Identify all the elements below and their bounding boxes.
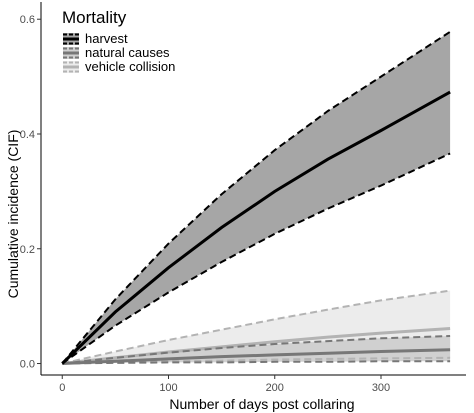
lower-ci-harvest <box>61 152 451 365</box>
y-axis-label: Cumulative incidence (CIF) <box>5 130 21 299</box>
legend-label-vehicle-collision: vehicle collision <box>85 59 175 74</box>
x-tick-label: 0 <box>59 382 65 394</box>
upper-ci-vehicle-collision <box>62 289 451 365</box>
lower-ci-natural-causes <box>62 360 451 365</box>
upper-ci-natural-causes <box>62 335 451 365</box>
band-harvest <box>62 31 451 364</box>
legend-title: Mortality <box>62 8 127 27</box>
legend-item-natural-causes: natural causes <box>63 45 170 60</box>
y-tick-label: 0.6 <box>20 14 35 26</box>
legend-item-harvest: harvest <box>63 31 128 46</box>
legend-label-harvest: harvest <box>85 31 128 46</box>
x-tick-label: 300 <box>372 382 390 394</box>
line-vehicle-collision <box>62 327 451 365</box>
x-tick-label: 100 <box>159 382 177 394</box>
x-tick-label: 200 <box>266 382 284 394</box>
upper-ci-harvest <box>61 30 451 365</box>
axes: 0.0 0.2 0.4 0.6 0 100 200 300 <box>20 2 466 394</box>
legend-label-natural-causes: natural causes <box>85 45 170 60</box>
legend-item-vehicle-collision: vehicle collision <box>63 59 175 74</box>
y-tick-label: 0.4 <box>20 129 35 141</box>
band-natural-causes <box>62 336 451 364</box>
y-tick-label: 0.2 <box>20 244 35 256</box>
series-lines <box>61 30 451 365</box>
line-harvest <box>61 90 451 365</box>
line-natural-causes <box>62 348 451 365</box>
x-axis-label: Number of days post collaring <box>169 396 354 412</box>
confidence-bands <box>62 31 451 364</box>
y-tick-label: 0.0 <box>20 359 35 371</box>
